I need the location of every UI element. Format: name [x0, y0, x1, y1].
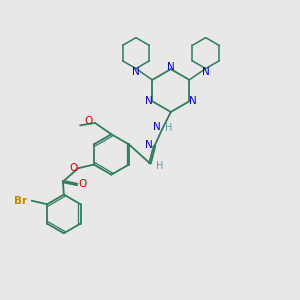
Text: N: N — [145, 140, 152, 150]
Text: O: O — [78, 179, 87, 190]
Text: N: N — [153, 122, 160, 132]
Text: N: N — [167, 62, 175, 72]
Text: H: H — [156, 161, 163, 171]
Text: N: N — [132, 67, 140, 77]
Text: Br: Br — [14, 196, 27, 206]
Text: H: H — [165, 123, 172, 133]
Text: O: O — [70, 163, 78, 172]
Text: N: N — [145, 96, 153, 106]
Text: O: O — [84, 116, 93, 127]
Text: N: N — [189, 96, 197, 106]
Text: N: N — [202, 67, 210, 77]
